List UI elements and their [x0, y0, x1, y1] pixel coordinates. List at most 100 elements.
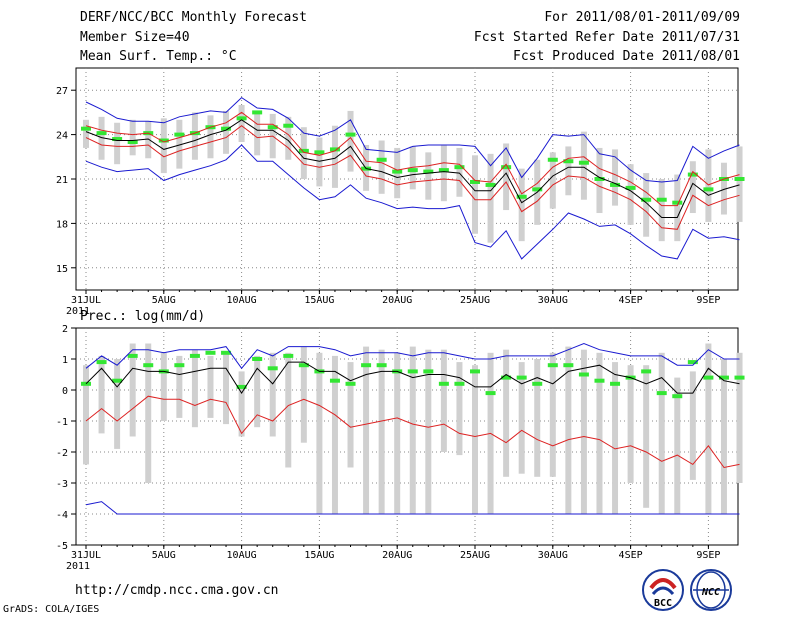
median-tick — [96, 131, 107, 136]
median-tick — [470, 369, 480, 374]
median-tick — [189, 353, 200, 358]
median-tick — [345, 381, 356, 386]
ncc-logo: NCC — [690, 569, 732, 611]
median-tick — [252, 357, 263, 361]
x-year-label: 2011 — [66, 306, 90, 317]
range-box — [720, 162, 727, 215]
bcc-logo: BCC — [642, 569, 684, 611]
red-line — [85, 395, 740, 469]
ensemble-mean-line — [85, 119, 740, 218]
x-tick-label: 30AUG — [538, 550, 568, 561]
range-box — [98, 116, 105, 160]
range-box — [487, 153, 494, 243]
range-box — [347, 110, 354, 172]
median-tick — [656, 197, 667, 202]
range-box — [440, 349, 447, 452]
median-tick — [423, 169, 434, 174]
median-tick — [610, 182, 621, 187]
y-tick-label: 21 — [56, 175, 68, 186]
panel2-title: Prec.: log(mm/d) — [80, 309, 206, 324]
range-box — [347, 362, 354, 468]
range-box — [191, 349, 198, 428]
median-tick — [407, 369, 418, 374]
panel1-title: Mean Surf. Temp.: °C — [80, 49, 237, 64]
range-box — [643, 365, 650, 508]
y-tick-label: 1 — [62, 355, 68, 366]
range-box — [207, 115, 214, 159]
footer-url[interactable]: http://cmdp.ncc.cma.gov.cn — [75, 583, 279, 598]
range-box — [409, 146, 416, 190]
median-tick — [205, 350, 216, 355]
median-tick — [221, 350, 232, 355]
y-tick-label: 0 — [62, 386, 68, 397]
range-box — [269, 352, 276, 437]
y-tick-label: 2 — [62, 324, 68, 335]
median-tick — [563, 363, 574, 368]
precipitation-panel: -5 -4 -3 -2 -1 0 1 2 31JUL 5AUG 10AUG 15AUG 20AUG 25A… — [56, 324, 745, 572]
range-box — [331, 125, 338, 188]
median-tick — [112, 378, 123, 383]
x-tick-label: 30AUG — [538, 295, 568, 306]
range-box — [176, 119, 183, 169]
median-tick — [298, 363, 309, 368]
range-box — [534, 359, 541, 477]
median-tick — [267, 125, 278, 130]
median-tick — [610, 381, 621, 386]
median-tick — [376, 363, 387, 368]
red-upper-line — [85, 111, 740, 207]
blue-lower-line — [85, 501, 740, 515]
median-tick — [407, 168, 418, 173]
median-tick — [501, 165, 512, 170]
median-tick — [361, 363, 372, 368]
range-box — [565, 346, 572, 514]
range-box — [472, 365, 478, 514]
median-tick — [283, 353, 294, 358]
median-tick — [563, 159, 574, 164]
range-box — [114, 122, 121, 165]
median-tick — [734, 375, 745, 380]
median-tick — [454, 381, 465, 386]
red-lower-line — [85, 125, 740, 230]
grads-credit: GrADS: COLA/IGES — [3, 604, 100, 615]
median-tick — [734, 177, 745, 181]
x-tick-label: 15AUG — [304, 295, 334, 306]
median-tick — [252, 110, 263, 115]
x-year-label: 2011 — [66, 561, 90, 572]
x-tick-label: 4SEP — [619, 550, 643, 561]
x-tick-label: 9SEP — [696, 295, 720, 306]
median-tick — [641, 197, 652, 202]
median-tick — [672, 200, 683, 205]
x-tick-label: 9SEP — [696, 550, 720, 561]
x-tick-label: 20AUG — [382, 295, 412, 306]
range-box — [674, 174, 681, 242]
median-tick — [81, 126, 91, 131]
range-box — [612, 149, 619, 206]
range-box — [285, 116, 292, 160]
range-box — [129, 343, 136, 437]
range-box — [238, 105, 245, 142]
median-tick — [547, 363, 558, 368]
range-box — [223, 110, 230, 154]
range-box — [425, 349, 432, 514]
range-box — [300, 127, 307, 179]
range-box — [114, 359, 121, 449]
range-box — [643, 173, 650, 237]
y-tick-label: -4 — [56, 510, 68, 521]
x-tick-label: 31JUL — [71, 550, 101, 561]
range-box — [627, 365, 634, 483]
range-box — [254, 355, 261, 428]
range-box — [440, 144, 447, 202]
y-tick-label: 18 — [56, 219, 68, 230]
range-box — [254, 112, 261, 156]
median-tick — [501, 375, 512, 380]
median-tick — [376, 157, 387, 162]
range-box — [596, 352, 603, 514]
median-tick — [143, 363, 154, 368]
fcst-started-date: Fcst Started Refer Date 2011/07/31 — [473, 30, 740, 45]
chart-title: DERF/NCC/BCC Monthly Forecast — [80, 10, 307, 25]
median-tick — [438, 168, 449, 173]
range-box — [145, 343, 152, 483]
range-box — [378, 140, 385, 194]
range-box — [238, 371, 245, 437]
median-tick — [112, 137, 123, 142]
